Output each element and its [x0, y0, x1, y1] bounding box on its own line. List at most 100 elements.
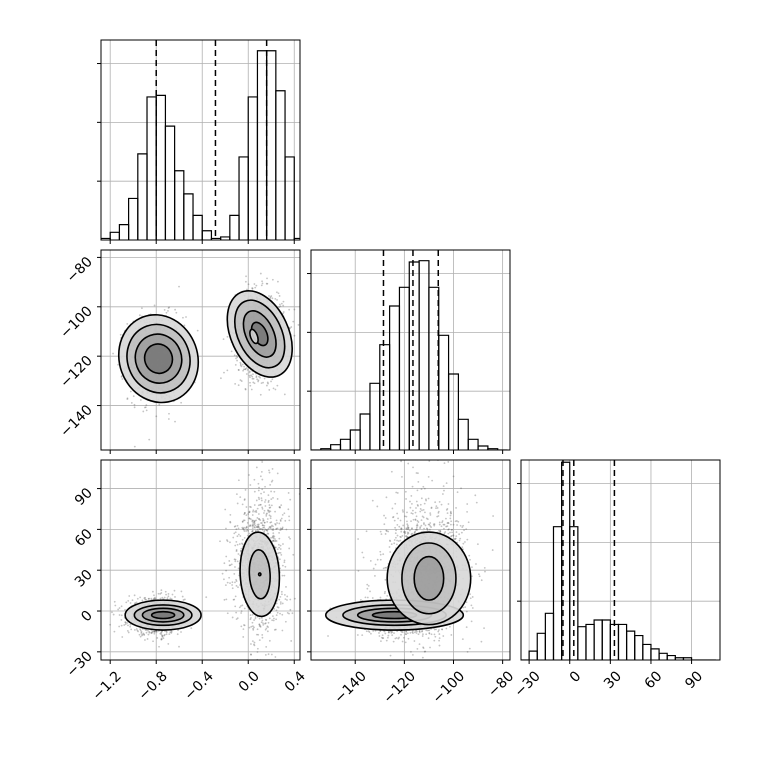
sample-point — [190, 627, 192, 629]
sample-point — [279, 295, 281, 297]
sample-point — [254, 527, 256, 529]
sample-point — [236, 360, 238, 362]
sample-point — [261, 617, 263, 619]
sample-point — [125, 622, 127, 624]
sample-point — [276, 519, 278, 521]
sample-point — [272, 468, 274, 470]
sample-point — [276, 540, 278, 542]
sample-point — [264, 522, 266, 524]
sample-point — [261, 488, 263, 490]
sample-point — [133, 395, 135, 397]
sample-point — [289, 538, 291, 540]
sample-point — [249, 371, 251, 373]
sample-point — [284, 559, 286, 561]
sample-point — [276, 291, 278, 293]
sample-point — [163, 637, 165, 639]
sample-point — [249, 484, 251, 486]
sample-point — [163, 635, 165, 637]
sample-point — [253, 619, 255, 621]
sample-point — [259, 639, 261, 641]
sample-point — [236, 618, 238, 620]
sample-point — [281, 303, 283, 305]
sample-point — [251, 389, 253, 391]
sample-point — [271, 619, 273, 621]
sample-point — [272, 529, 274, 531]
sample-point — [169, 631, 171, 633]
sample-point — [140, 399, 142, 401]
sample-point — [258, 498, 260, 500]
histogram-bin — [138, 154, 147, 240]
sample-point — [175, 312, 177, 314]
sample-point — [255, 285, 257, 287]
sample-point — [379, 635, 381, 637]
sample-point — [265, 529, 267, 531]
sample-point — [266, 625, 268, 627]
sample-point — [247, 522, 249, 524]
histogram-bin — [248, 97, 257, 240]
sample-point — [242, 521, 244, 523]
sample-point — [287, 508, 289, 510]
sample-point — [256, 517, 258, 519]
sample-point — [387, 637, 389, 639]
sample-point — [278, 599, 280, 601]
sample-point — [272, 540, 274, 542]
sample-point — [281, 518, 283, 520]
histogram-bin — [184, 194, 193, 240]
sample-point — [264, 501, 266, 503]
sample-point — [280, 596, 282, 598]
sample-point — [290, 640, 292, 642]
sample-point — [280, 305, 282, 307]
sample-point — [294, 335, 296, 337]
sample-point — [265, 515, 267, 517]
sample-point — [140, 630, 142, 632]
sample-point — [261, 471, 263, 473]
sample-point — [266, 385, 268, 387]
sample-point — [131, 402, 133, 404]
sample-point — [158, 593, 160, 595]
sample-point — [260, 394, 262, 396]
sample-point — [121, 636, 123, 638]
sample-point — [241, 527, 243, 529]
histogram-bin — [202, 231, 211, 240]
sample-point — [150, 632, 152, 634]
sample-point — [251, 287, 253, 289]
sample-point — [243, 628, 245, 630]
sample-point — [152, 640, 154, 642]
sample-point — [180, 402, 182, 404]
density-marks — [109, 435, 300, 661]
sample-point — [236, 550, 238, 552]
contour-levels — [107, 280, 306, 413]
sample-point — [247, 530, 249, 532]
sample-point — [246, 506, 248, 508]
sample-point — [120, 334, 122, 336]
sample-point — [286, 596, 288, 598]
sample-point — [252, 524, 254, 526]
sample-point — [260, 273, 262, 275]
sample-point — [298, 324, 300, 326]
sample-point — [223, 578, 225, 580]
sample-point — [152, 630, 154, 632]
contour-level — [152, 612, 175, 619]
sample-point — [141, 600, 143, 602]
sample-point — [141, 307, 143, 309]
sample-point — [277, 612, 279, 614]
histogram-bin — [285, 157, 294, 240]
sample-point — [284, 594, 286, 596]
sample-point — [235, 612, 237, 614]
sample-point — [280, 545, 282, 547]
sample-point — [168, 413, 170, 415]
sample-point — [229, 522, 231, 524]
sample-point — [244, 608, 246, 610]
grid-lines — [101, 40, 300, 240]
sample-point — [265, 646, 267, 648]
sample-point — [232, 617, 234, 619]
sample-point — [384, 633, 386, 635]
sample-point — [267, 529, 269, 531]
sample-point — [279, 507, 281, 509]
sample-point — [258, 490, 260, 492]
sample-point — [178, 286, 180, 288]
sample-point — [252, 509, 254, 511]
sample-point — [161, 639, 163, 641]
sample-point — [184, 599, 186, 601]
sample-point — [245, 388, 247, 390]
